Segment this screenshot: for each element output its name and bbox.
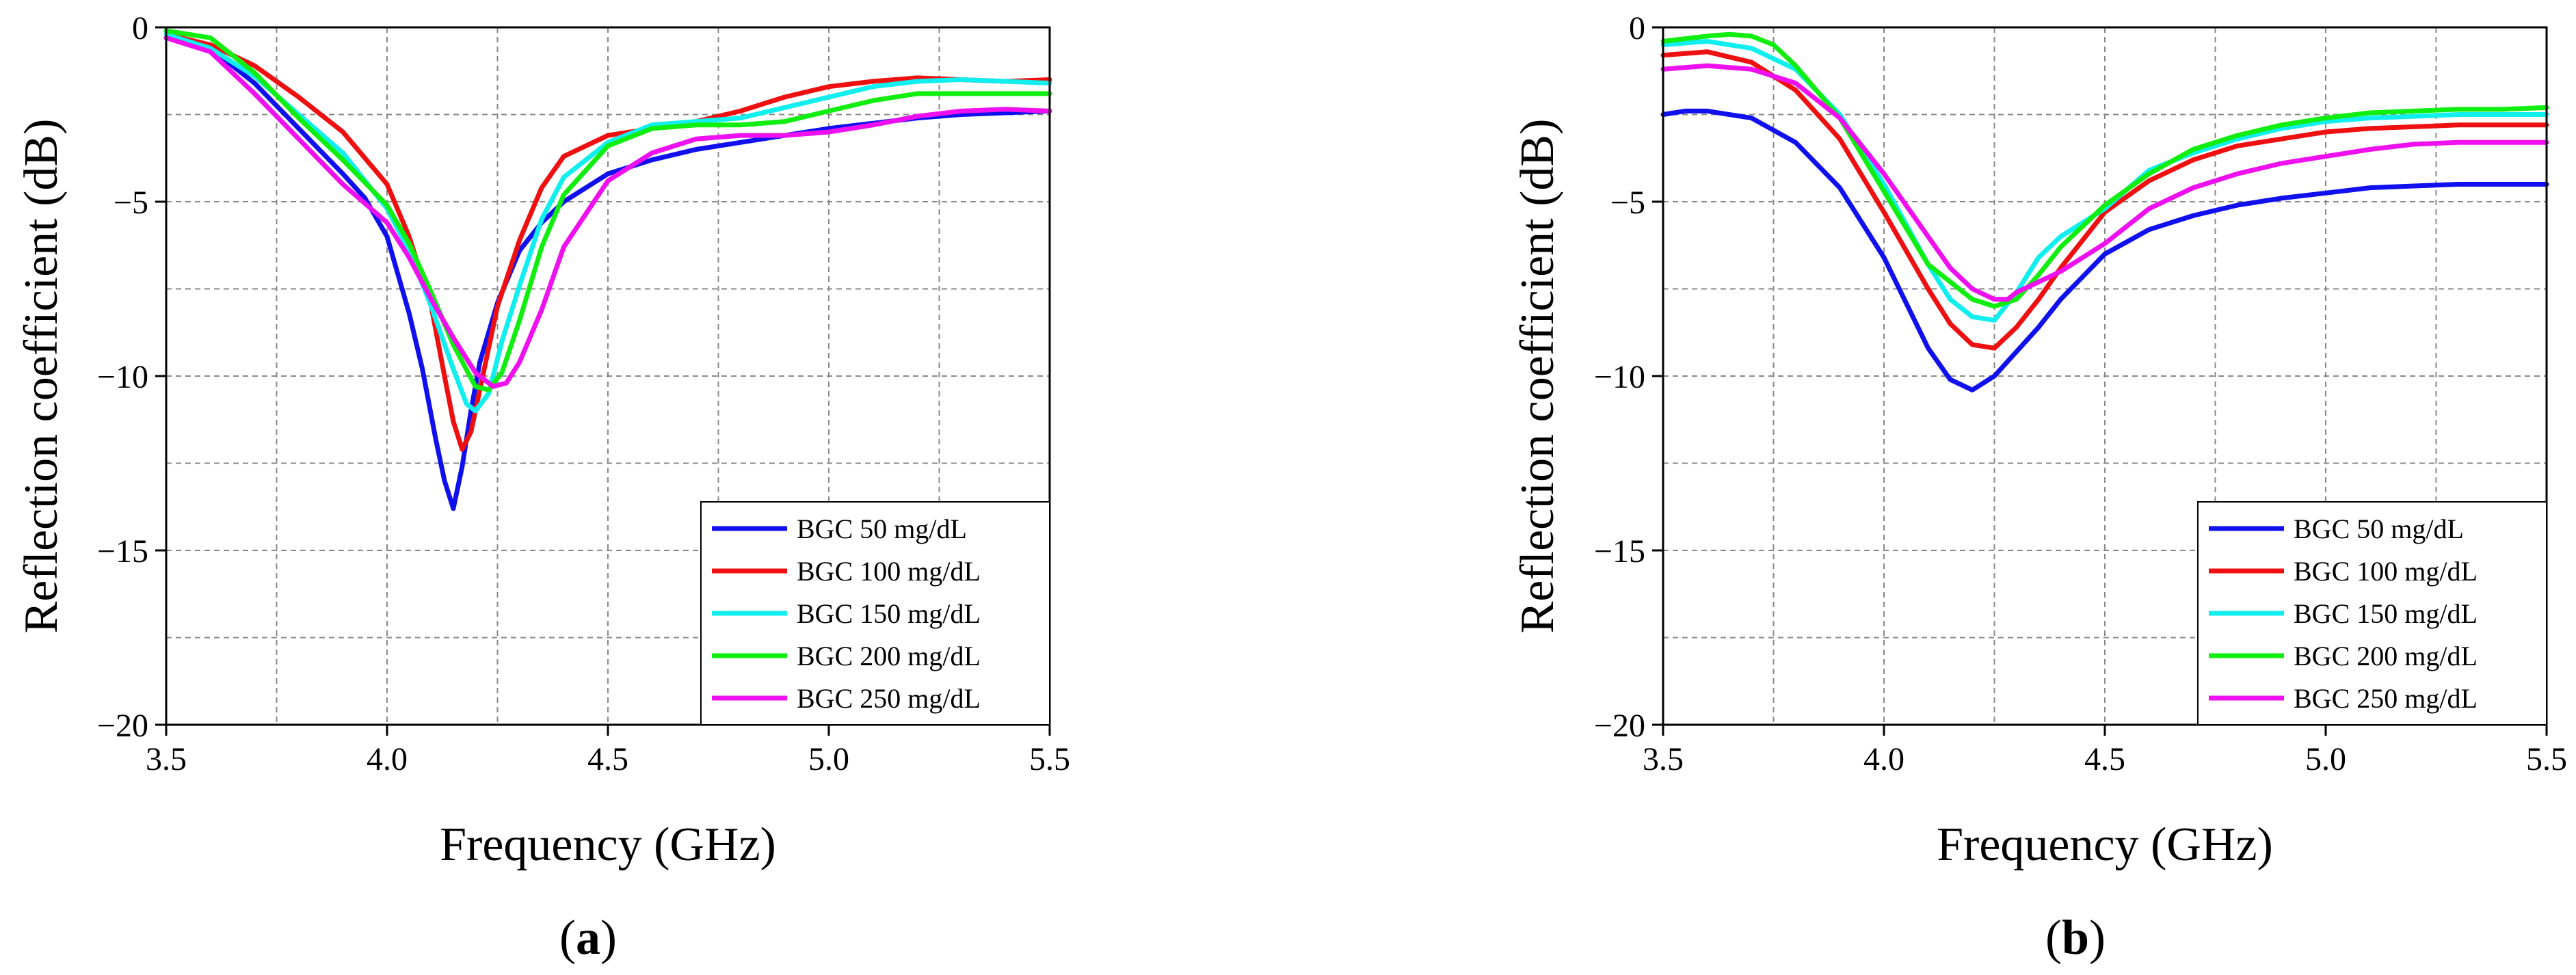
y-axis-title: Reflection coefficient (dB) (1511, 119, 1564, 634)
legend: BGC 50 mg/dL BGC 100 mg/dL BGC 150 mg/dL BG… (2197, 501, 2547, 725)
legend-label-1: BGC 50 mg/dL (2294, 513, 2464, 544)
series-line-1 (163, 35, 1052, 511)
x-tick-label: 5.5 (2526, 741, 2567, 777)
y-tick-label: −10 (1594, 359, 1645, 395)
series-group (163, 28, 1052, 511)
legend-label-2: BGC 100 mg/dL (797, 556, 981, 587)
axis-ticks (155, 26, 1051, 736)
y-tick-label: −10 (97, 359, 148, 395)
plot-frame (1662, 26, 2548, 726)
x-tick-label: 4.5 (2084, 741, 2125, 777)
x-tick-label: 4.0 (367, 741, 408, 777)
series-line-4 (163, 28, 1052, 392)
x-tick-label: 5.5 (1029, 741, 1070, 777)
series-line-2 (163, 31, 1052, 452)
y-axis-title: Reflection coefficient (dB) (15, 119, 68, 634)
y-tick-label: −20 (97, 708, 148, 744)
legend-label-4: BGC 200 mg/dL (2294, 641, 2478, 671)
plot-frame (165, 26, 1051, 726)
y-tick-label: −5 (1610, 185, 1645, 221)
x-tick-label: 5.0 (808, 741, 849, 777)
series-line-4 (1660, 31, 2549, 309)
panel-label: (b) (2045, 910, 2106, 965)
x-tick-label: 3.5 (1643, 741, 1684, 777)
x-tick-label: 3.5 (146, 741, 187, 777)
legend-label-4: BGC 200 mg/dL (797, 641, 981, 671)
y-tick-label: −20 (1594, 708, 1645, 744)
y-tick-label: −15 (1594, 533, 1645, 570)
x-tick-label: 4.5 (587, 741, 628, 777)
panel-a: 3.5 4.0 4.5 5.0 5.5 0 −5 −10 −15 −20 Frequency (GH… (15, 10, 1070, 965)
legend-label-1: BGC 50 mg/dL (797, 513, 967, 544)
series-line-2 (1660, 49, 2549, 351)
panel-b: 3.5 4.0 4.5 5.0 5.5 0 −5 −10 −15 −20 Frequency (GH… (1511, 10, 2567, 965)
legend-label-5: BGC 250 mg/dL (797, 683, 981, 714)
y-tick-label: 0 (1629, 10, 1645, 46)
series-group (1660, 31, 2549, 392)
x-axis-title: Frequency (GHz) (1937, 818, 2273, 871)
legend-label-3: BGC 150 mg/dL (797, 598, 981, 629)
x-tick-label: 5.0 (2305, 741, 2346, 777)
series-line-5 (1660, 63, 2549, 302)
y-tick-label: 0 (132, 10, 148, 46)
legend-label-5: BGC 250 mg/dL (2294, 683, 2478, 714)
panel-label: (a) (559, 910, 617, 965)
legend-label-3: BGC 150 mg/dL (2294, 598, 2478, 629)
y-tick-label: −15 (97, 533, 148, 570)
axis-ticks (1652, 26, 2548, 736)
panel-letter: a (576, 910, 600, 965)
legend-label-2: BGC 100 mg/dL (2294, 556, 2478, 587)
series-line-5 (163, 35, 1052, 389)
series-line-3 (163, 31, 1052, 414)
series-line-1 (1660, 108, 2549, 392)
panel-letter: b (2062, 910, 2089, 965)
x-axis-title: Frequency (GHz) (440, 818, 776, 871)
x-tick-label: 4.0 (1863, 741, 1904, 777)
y-tick-label: −5 (114, 185, 148, 221)
legend: BGC 50 mg/dL BGC 100 mg/dL BGC 150 mg/dL BG… (700, 501, 1050, 725)
